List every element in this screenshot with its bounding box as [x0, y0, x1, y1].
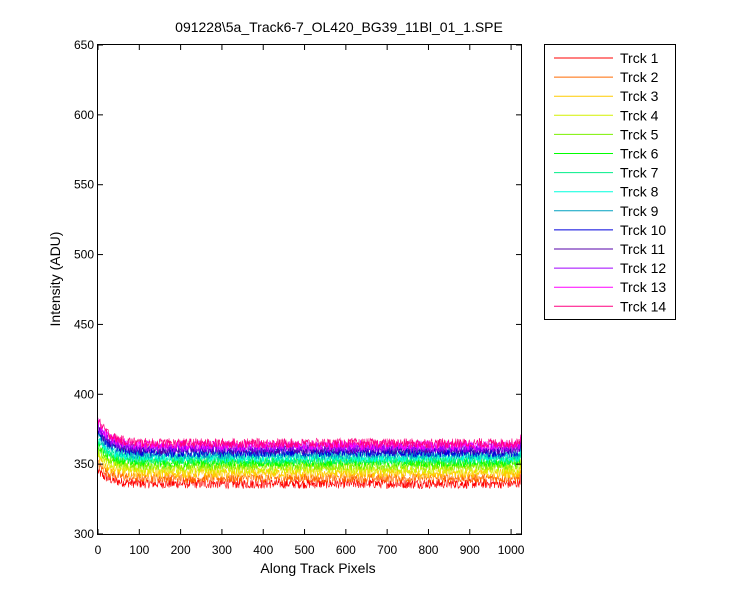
x-ticks: 0 100 200 300 400 500 600 700 800 900 1000	[95, 45, 525, 557]
x-tick-label: 900	[460, 543, 480, 557]
legend-label-2: Trck 2	[620, 69, 659, 85]
legend-label-7: Trck 7	[620, 165, 659, 181]
x-tick-label: 100	[129, 543, 149, 557]
y-tick-label: 400	[74, 387, 94, 401]
legend-label-12: Trck 12	[620, 260, 666, 276]
legend-label-1: Trck 1	[620, 50, 659, 66]
series-layer	[97, 417, 522, 490]
x-tick-label: 300	[212, 543, 232, 557]
x-tick-label: 0	[95, 543, 102, 557]
legend-label-4: Trck 4	[620, 107, 659, 123]
legend-label-6: Trck 6	[620, 146, 659, 162]
x-axis-label: Along Track Pixels	[260, 560, 375, 576]
legend-label-13: Trck 13	[620, 279, 666, 295]
y-axis-label: Intensity (ADU)	[47, 232, 63, 327]
x-tick-label: 400	[253, 543, 273, 557]
x-tick-label: 600	[336, 543, 356, 557]
series-line-2	[97, 459, 522, 484]
legend-label-9: Trck 9	[620, 203, 659, 219]
y-tick-label: 550	[74, 178, 94, 192]
y-tick-label: 300	[74, 527, 94, 541]
legend-label-14: Trck 14	[620, 298, 666, 314]
y-tick-label: 600	[74, 108, 94, 122]
legend-label-3: Trck 3	[620, 88, 659, 104]
x-tick-label: 1000	[498, 543, 525, 557]
x-tick-label: 700	[377, 543, 397, 557]
y-tick-label: 450	[74, 317, 94, 331]
series-line-14	[97, 418, 522, 450]
y-ticks: 300 350 400 450 500 550 600 650	[74, 38, 521, 541]
plot-frame	[97, 44, 522, 535]
series-line-5	[97, 447, 522, 472]
legend-label-8: Trck 8	[620, 184, 659, 200]
y-tick-label: 500	[74, 248, 94, 262]
series-line-12	[97, 423, 522, 454]
y-tick-label: 650	[74, 38, 94, 52]
legend-label-5: Trck 5	[620, 126, 659, 142]
x-tick-label: 500	[295, 543, 315, 557]
x-tick-label: 200	[171, 543, 191, 557]
legend-label-11: Trck 11	[620, 241, 665, 257]
x-tick-label: 800	[418, 543, 438, 557]
legend-label-10: Trck 10	[620, 222, 666, 238]
legend-box	[544, 44, 676, 320]
y-tick-label: 350	[74, 457, 94, 471]
chart-title: 091228\5a_Track6-7_OL420_BG39_11Bl_01_1.…	[175, 19, 503, 35]
legend: Trck 1 Trck 2 Trck 3 Trck 4 Trck 5 Trck 6 Trck…	[544, 44, 676, 320]
series-line-6	[97, 441, 522, 469]
